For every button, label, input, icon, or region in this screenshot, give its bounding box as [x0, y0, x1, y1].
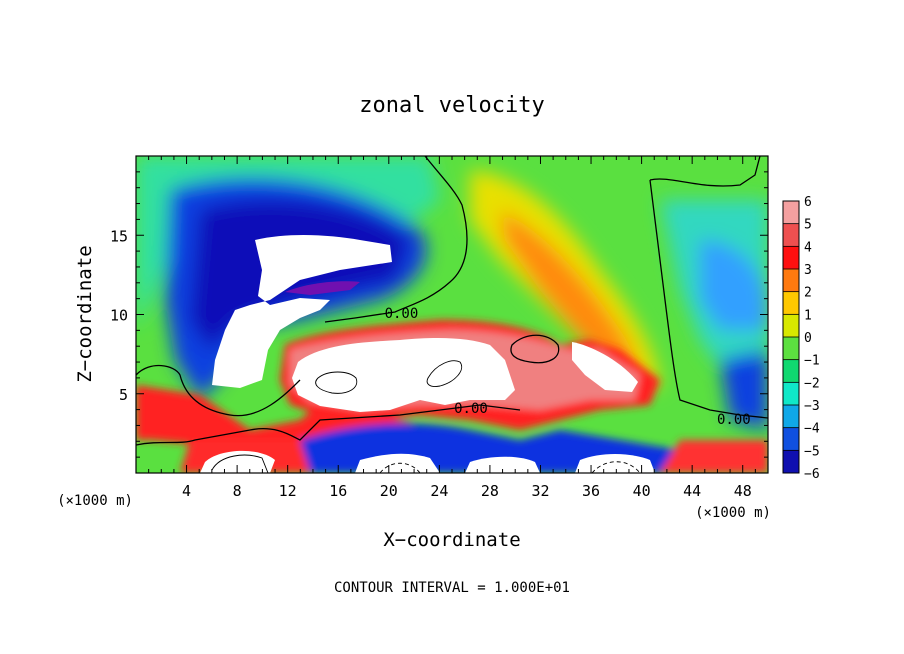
colorbar-swatch	[783, 337, 799, 360]
colorbar-label: −4	[804, 422, 820, 437]
field-white-bottom-middle	[465, 456, 540, 473]
x-tick-label: 44	[683, 482, 701, 500]
colorbar-label: 6	[804, 195, 812, 210]
field-bottom-right-red	[660, 440, 768, 473]
colorbar-label: −6	[804, 467, 820, 482]
colorbar-label: −5	[804, 444, 820, 459]
contour-zero-bubble	[510, 334, 560, 364]
x-tick-label: 36	[582, 482, 600, 500]
contour-dashed-bottom-1	[379, 462, 421, 473]
colorbar-swatch	[783, 223, 799, 247]
colorbar-label: 0	[804, 331, 812, 346]
x-tick-label: 28	[481, 482, 499, 500]
y-axis: 5 10 15	[110, 171, 768, 458]
field-right-deepblue	[720, 350, 768, 430]
x-unit-label-right: (×1000 m)	[695, 505, 771, 521]
colorbar-swatch	[783, 382, 799, 405]
colorbar-swatch	[783, 427, 799, 451]
colorbar-label: −1	[804, 354, 820, 369]
contour-inner-bottom-left	[211, 454, 269, 473]
contour-zero-right-vert	[649, 179, 768, 419]
contour-inner-right	[426, 360, 462, 387]
y-tick-label: 15	[110, 227, 128, 245]
contour-labels: 0.00 0.00 0.00	[385, 306, 751, 428]
x-axis: 4 8 12 16 20 24 28 32 36 40 44 48	[148, 156, 756, 500]
colorbar: 6 5 4 3 2 1 0 −1 −2 −3 −4 −5 −6	[782, 195, 820, 482]
x-tick-label: 20	[380, 482, 398, 500]
field-purple-patch	[285, 281, 360, 295]
chart-title: zonal velocity	[359, 93, 544, 118]
contour-zero-left	[136, 364, 301, 417]
field-white-upper-region	[212, 235, 392, 388]
contour-label: 0.00	[454, 401, 488, 417]
y-tick-label: 10	[110, 307, 128, 325]
field-orange-plume	[500, 210, 637, 385]
field-white-central-region	[292, 337, 515, 412]
colorbar-swatch	[783, 291, 799, 315]
field-white-bottom-center	[355, 453, 440, 473]
x-tick-label: 48	[734, 482, 752, 500]
x-axis-label: X−coordinate	[383, 529, 520, 551]
contour-label: 0.00	[385, 306, 419, 322]
y-axis-label: Z−coordinate	[74, 245, 96, 382]
contour-label: 0.00	[717, 412, 751, 428]
colorbar-label: 3	[804, 263, 812, 278]
x-unit-label-left: (×1000 m)	[57, 493, 133, 509]
colorbar-label: 2	[804, 286, 812, 301]
dashed-contours	[379, 461, 641, 473]
x-tick-label: 8	[233, 482, 242, 500]
field-white-bottom-right	[575, 454, 655, 473]
colorbar-label: 4	[804, 240, 812, 255]
colorbar-swatch	[783, 246, 799, 269]
contour-zero-right	[649, 156, 761, 187]
contour-interval-footer: CONTOUR INTERVAL = 1.000E+01	[334, 580, 570, 596]
zero-contours	[136, 156, 768, 446]
x-tick-label: 4	[182, 482, 191, 500]
colorbar-swatch	[783, 269, 799, 292]
x-tick-label: 12	[279, 482, 297, 500]
x-tick-label: 32	[531, 482, 549, 500]
colorbar-label: 5	[804, 218, 812, 233]
colorbar-swatch	[783, 359, 799, 383]
field-right-blue	[700, 240, 768, 330]
colorbar-swatch	[783, 314, 799, 337]
colorbar-label: −2	[804, 376, 820, 391]
colorbar-swatch	[783, 405, 799, 428]
contour-dashed-bottom-2	[591, 461, 641, 473]
colorbar-swatch	[783, 450, 799, 473]
colorbar-label: 1	[804, 308, 812, 323]
field-white-right-region	[572, 342, 638, 392]
contour-zero-top	[324, 156, 468, 323]
x-tick-label: 16	[329, 482, 347, 500]
x-tick-label: 40	[633, 482, 651, 500]
colorbar-swatch	[783, 201, 799, 224]
inner-contours	[211, 360, 462, 473]
heatmap-field: 0.00 0.00 0.00	[136, 156, 768, 473]
contour-zero-lower	[136, 404, 521, 446]
contour-inner-left	[315, 371, 358, 394]
x-tick-label: 24	[430, 482, 448, 500]
y-tick-label: 5	[119, 386, 128, 404]
colorbar-label: −3	[804, 399, 820, 414]
